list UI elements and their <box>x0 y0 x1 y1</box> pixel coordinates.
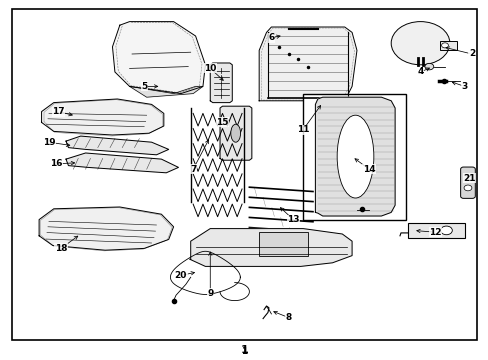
Polygon shape <box>210 63 232 103</box>
Text: 10: 10 <box>203 64 216 73</box>
Polygon shape <box>41 99 163 135</box>
FancyBboxPatch shape <box>460 167 474 198</box>
Text: 2: 2 <box>468 49 474 58</box>
Ellipse shape <box>337 115 373 198</box>
Circle shape <box>390 22 449 65</box>
Polygon shape <box>189 229 351 266</box>
Text: 4: 4 <box>416 68 423 77</box>
Text: 17: 17 <box>52 107 65 116</box>
Circle shape <box>463 185 471 191</box>
Polygon shape <box>66 153 178 173</box>
Text: 9: 9 <box>206 289 213 298</box>
Polygon shape <box>39 207 173 250</box>
Text: 19: 19 <box>42 138 55 147</box>
Text: 6: 6 <box>268 33 274 42</box>
Text: 12: 12 <box>428 228 441 237</box>
Polygon shape <box>112 22 205 94</box>
Polygon shape <box>66 136 168 155</box>
Text: 18: 18 <box>55 244 67 253</box>
Circle shape <box>424 63 433 70</box>
Text: 20: 20 <box>174 271 187 280</box>
Text: 5: 5 <box>141 82 147 91</box>
Text: 1: 1 <box>241 346 247 356</box>
Polygon shape <box>129 86 203 97</box>
Text: 14: 14 <box>362 165 375 174</box>
Bar <box>303 94 405 220</box>
Text: 7: 7 <box>189 165 196 174</box>
Text: 11: 11 <box>296 125 309 134</box>
Text: 16: 16 <box>50 159 62 168</box>
Text: 8: 8 <box>285 313 291 322</box>
Text: 21: 21 <box>462 174 475 183</box>
Text: 1: 1 <box>240 345 248 355</box>
Polygon shape <box>259 27 356 101</box>
Bar <box>407 223 464 238</box>
Circle shape <box>441 43 447 48</box>
Circle shape <box>440 226 451 235</box>
Text: 13: 13 <box>286 215 299 224</box>
Bar <box>439 41 456 50</box>
Text: 15: 15 <box>216 118 228 127</box>
Polygon shape <box>315 97 394 216</box>
Bar <box>259 232 307 256</box>
Text: 3: 3 <box>461 82 467 91</box>
Ellipse shape <box>230 124 240 142</box>
Polygon shape <box>220 106 251 160</box>
